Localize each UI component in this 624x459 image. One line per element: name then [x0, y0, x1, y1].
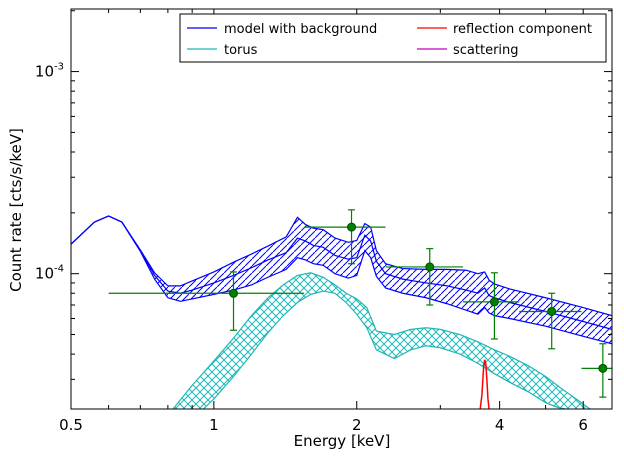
data-point-2	[304, 209, 386, 265]
y-tick-label: 10-3	[35, 62, 64, 81]
x-tick-label: 6	[578, 416, 588, 434]
torus-lower-line	[202, 290, 566, 409]
legend-label-reflection: reflection component	[453, 22, 592, 37]
plot-frame	[70, 8, 613, 410]
tick-marks	[70, 9, 612, 409]
plot-area	[71, 209, 612, 409]
x-tick-label: 2	[352, 416, 362, 434]
y-axis-label: Count rate [cts/s/keV]	[7, 128, 25, 292]
legend: model with background reflection compone…	[179, 13, 607, 63]
tick-labels: 0.5 1 2 4 610-410-3	[35, 62, 588, 434]
data-marker	[489, 297, 499, 307]
y-tick-label-exponent: -3	[54, 62, 64, 73]
y-tick-label-base: 10	[35, 265, 54, 283]
data-marker	[347, 222, 357, 232]
data-point-6	[581, 343, 612, 398]
reflection-component-line	[479, 359, 490, 409]
legend-box	[179, 13, 607, 63]
data-point-1	[108, 271, 305, 331]
data-point-3	[385, 248, 464, 306]
legend-label-scattering: scattering	[453, 43, 519, 58]
y-tick-label-exponent: -4	[54, 264, 64, 275]
series-layer	[71, 209, 612, 409]
x-axis-label: Energy [keV]	[294, 432, 391, 450]
x-tick-label: 1	[209, 416, 219, 434]
x-tick-label: 0.5	[59, 416, 83, 434]
data-marker	[425, 262, 435, 272]
data-marker	[598, 363, 608, 373]
torus-band-fill	[172, 272, 590, 409]
data-marker	[547, 306, 557, 316]
torus-upper-line	[172, 272, 591, 409]
y-tick-label-base: 10	[35, 63, 54, 81]
y-tick-label: 10-4	[35, 264, 64, 283]
legend-label-model: model with background	[224, 22, 377, 37]
legend-label-torus: torus	[224, 43, 258, 58]
data-marker	[229, 288, 239, 298]
model-with-background-upper-line	[71, 215, 612, 317]
model-with-background-band-fill	[71, 215, 612, 344]
x-tick-label: 4	[495, 416, 505, 434]
data-point-5	[519, 292, 582, 350]
model-with-background-center-line	[71, 215, 612, 330]
data-point-4	[463, 272, 520, 340]
model-with-background-lower-line	[71, 215, 612, 345]
